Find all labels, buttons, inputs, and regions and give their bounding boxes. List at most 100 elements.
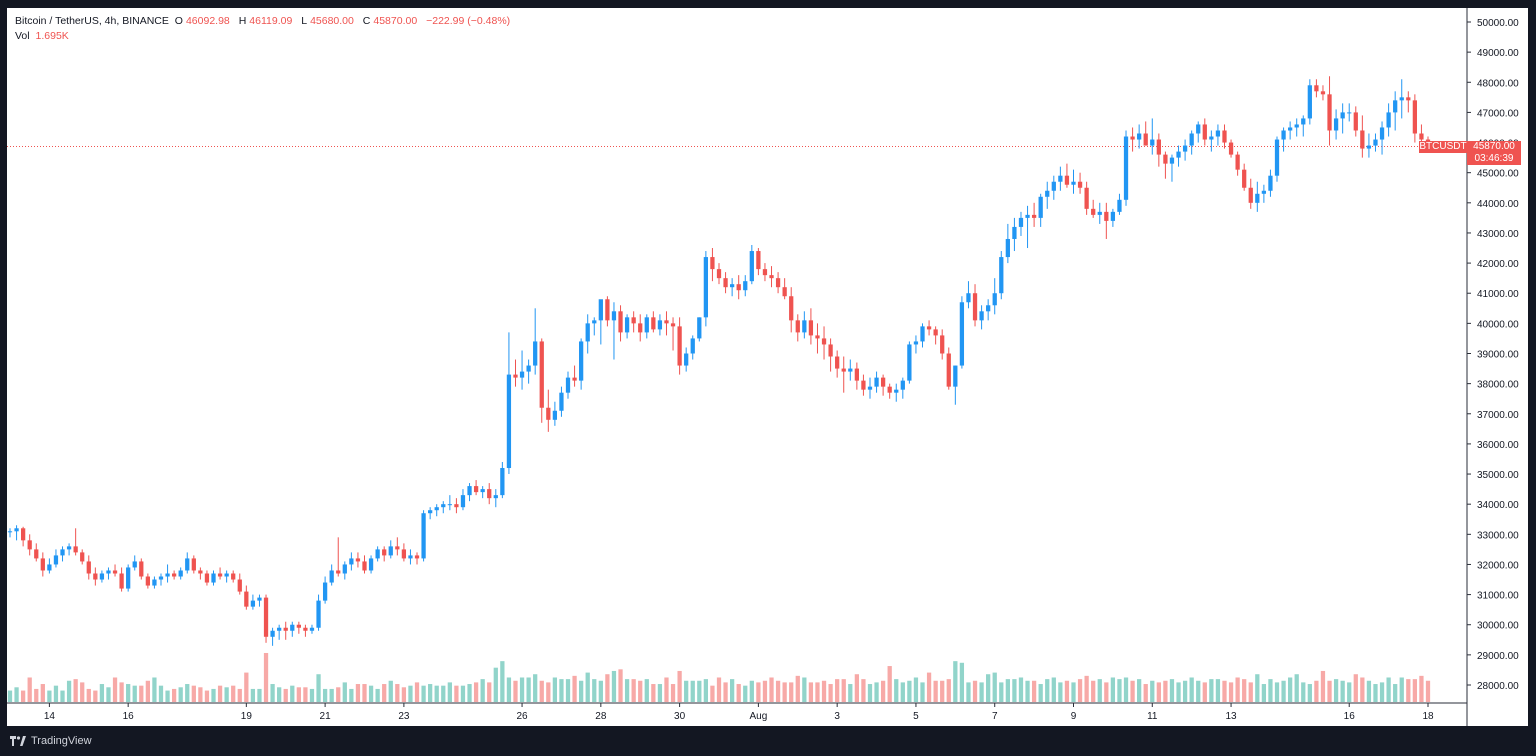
volume-bar — [283, 688, 288, 702]
candle — [618, 305, 623, 342]
volume-bar — [231, 685, 236, 702]
volume-bar — [1333, 679, 1339, 702]
time-tick-label: 9 — [1071, 711, 1077, 722]
volume-bar — [1281, 680, 1286, 702]
volume-bar — [1399, 677, 1404, 702]
candle — [572, 365, 577, 387]
volume-bar — [631, 679, 636, 702]
candle-body — [1163, 154, 1168, 164]
candle — [1228, 139, 1234, 158]
candle — [1018, 211, 1024, 236]
candle-body — [66, 546, 72, 550]
volume-bar — [795, 675, 800, 702]
candle-body — [198, 570, 203, 574]
candle — [657, 314, 663, 336]
volume-bar — [880, 680, 886, 702]
candle — [388, 540, 393, 559]
volume-bar — [677, 670, 682, 702]
volume-bar — [447, 682, 452, 702]
candle-body — [1274, 139, 1280, 176]
candle-body — [887, 386, 892, 393]
volume-bar — [99, 684, 105, 702]
last-price-tag: 45870.00 — [1467, 141, 1521, 153]
vol-label: Vol — [15, 30, 30, 42]
volume-bar — [638, 680, 643, 702]
time-tick-label: 19 — [241, 711, 253, 722]
volume-bar — [585, 672, 590, 702]
candle-body — [670, 323, 676, 327]
candle — [244, 585, 249, 610]
candle-body — [500, 468, 505, 496]
volume-bar — [263, 652, 269, 702]
volume-bar — [887, 666, 892, 702]
candle-body — [789, 296, 794, 321]
volume-bar — [1209, 679, 1214, 702]
candle — [250, 594, 256, 610]
price-tick-label: 36000.00 — [1477, 440, 1519, 451]
volume-bar — [257, 688, 262, 702]
candle — [231, 570, 236, 583]
candle — [316, 594, 321, 631]
volume-bar — [191, 685, 196, 702]
candle-body — [309, 627, 315, 631]
candle — [546, 389, 551, 432]
candle — [132, 555, 137, 571]
candle-body — [533, 341, 538, 366]
volume-bar — [1215, 679, 1221, 702]
volume-bar — [1117, 679, 1122, 702]
candle — [80, 549, 85, 565]
candle — [756, 248, 761, 276]
candle-body — [1248, 187, 1253, 203]
candle — [736, 275, 741, 300]
candle-body — [434, 507, 439, 511]
candle-body — [1071, 181, 1076, 185]
volume-bar — [428, 684, 433, 702]
volume-bar — [414, 682, 420, 702]
candle-body — [986, 305, 991, 312]
time-tick-label: 11 — [1147, 711, 1158, 722]
volume-bar — [1031, 680, 1037, 702]
candle-body — [106, 570, 111, 574]
volume-bar — [178, 687, 183, 702]
candle — [1058, 166, 1063, 191]
volume-bar — [756, 682, 761, 702]
candle-body — [618, 311, 623, 333]
candle-body — [966, 293, 971, 303]
volume-bar — [848, 684, 853, 702]
volume-bar — [441, 685, 446, 702]
time-tick-label: 5 — [913, 711, 919, 722]
candle — [86, 555, 91, 580]
time-tick-label: 30 — [674, 711, 686, 722]
candle — [710, 248, 715, 282]
footer-bar — [0, 726, 1536, 756]
candle-body — [565, 377, 571, 393]
candle-body — [1091, 208, 1096, 215]
price-tick-label: 35000.00 — [1477, 470, 1519, 481]
volume-bar — [493, 667, 498, 702]
candle-body — [480, 489, 485, 493]
candle-body — [861, 380, 866, 390]
volume-bar — [296, 687, 301, 702]
candle — [198, 567, 203, 580]
volume-bar — [303, 687, 308, 702]
candle — [894, 383, 899, 402]
candle-body — [743, 281, 748, 291]
candle-body — [1176, 151, 1181, 158]
candle — [375, 546, 380, 562]
volume-bar — [854, 674, 859, 702]
candle — [119, 567, 124, 592]
candle-body — [1314, 85, 1319, 92]
price-tick-label: 44000.00 — [1477, 199, 1519, 210]
candle-body — [999, 257, 1004, 294]
tradingview-logo[interactable]: TradingView — [10, 735, 92, 747]
chart-area[interactable] — [7, 8, 1528, 726]
candle-body — [47, 564, 52, 571]
candle-body — [959, 302, 965, 366]
candle — [1137, 124, 1142, 149]
volume-bar — [769, 677, 774, 702]
candle-body — [1228, 142, 1234, 155]
volume-bar — [106, 687, 111, 702]
candle-body — [1215, 130, 1221, 137]
candle-body — [158, 576, 164, 580]
